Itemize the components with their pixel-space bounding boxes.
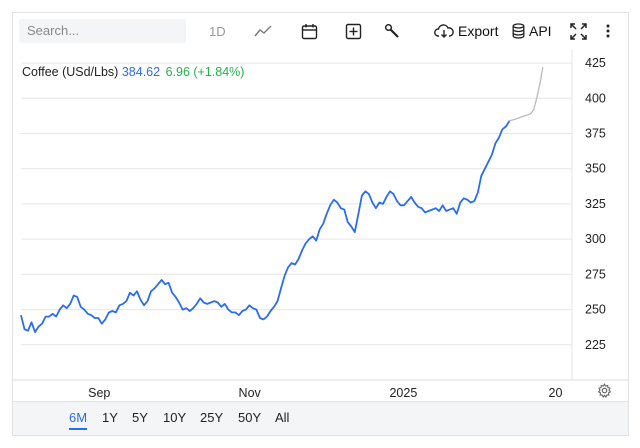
y-tick-label: 350 — [585, 162, 606, 176]
y-tick-label: 250 — [585, 303, 606, 317]
toolbar: Search... 1D — [13, 13, 628, 49]
calendar-icon[interactable] — [301, 13, 318, 49]
y-tick-label: 275 — [585, 267, 606, 281]
y-tick-label: 225 — [585, 338, 606, 352]
instrument-name: Coffee (USd/Lbs) — [22, 65, 119, 79]
cloud-download-icon — [434, 23, 454, 39]
gear-icon[interactable] — [597, 383, 612, 403]
range-50y[interactable]: 50Y — [238, 410, 262, 425]
x-tick-label: 2025 — [389, 386, 417, 400]
range-6m[interactable]: 6M — [69, 410, 88, 430]
api-label: API — [529, 23, 552, 39]
range-all[interactable]: All — [275, 410, 290, 425]
y-tick-label: 300 — [585, 232, 606, 246]
line-chart-icon[interactable] — [254, 13, 272, 49]
database-icon — [512, 23, 525, 39]
range-selector: 6M 1Y 5Y 10Y 25Y 50Y All — [13, 401, 628, 435]
range-1y[interactable]: 1Y — [102, 410, 118, 425]
range-10y[interactable]: 10Y — [163, 410, 187, 425]
instrument-price: 384.62 — [121, 65, 161, 79]
y-tick-label: 375 — [585, 127, 606, 141]
instrument-info: Coffee (USd/Lbs) 384.62 6.96 (+1.84%) — [22, 65, 244, 79]
y-tick-label: 325 — [585, 197, 606, 211]
api-button[interactable]: API — [512, 13, 552, 49]
search-input[interactable]: Search... — [19, 19, 186, 43]
x-tick-label: Nov — [239, 386, 262, 400]
price-series-line — [20, 120, 511, 334]
price-chart: 225 250 275 300 325 350 375 400 425 Sep Nov 2025 20 — [13, 49, 628, 400]
wrench-icon[interactable] — [384, 13, 400, 49]
y-tick-label: 425 — [585, 56, 606, 70]
x-tick-label: Sep — [88, 386, 110, 400]
y-tick-label: 400 — [585, 91, 606, 105]
export-button[interactable]: Export — [434, 13, 498, 49]
export-label: Export — [458, 23, 499, 39]
range-25y[interactable]: 25Y — [200, 410, 224, 425]
range-5y[interactable]: 5Y — [132, 410, 148, 425]
instrument-change: 6.96 (+1.84%) — [165, 65, 245, 79]
chart-widget: Search... 1D — [12, 12, 629, 436]
more-vertical-icon[interactable] — [606, 13, 610, 49]
x-tick-label: 20 — [549, 386, 563, 400]
interval-button[interactable]: 1D — [209, 23, 226, 39]
plus-square-icon[interactable] — [345, 13, 362, 49]
expand-icon[interactable] — [570, 13, 587, 49]
forecast-series-line — [509, 67, 544, 122]
